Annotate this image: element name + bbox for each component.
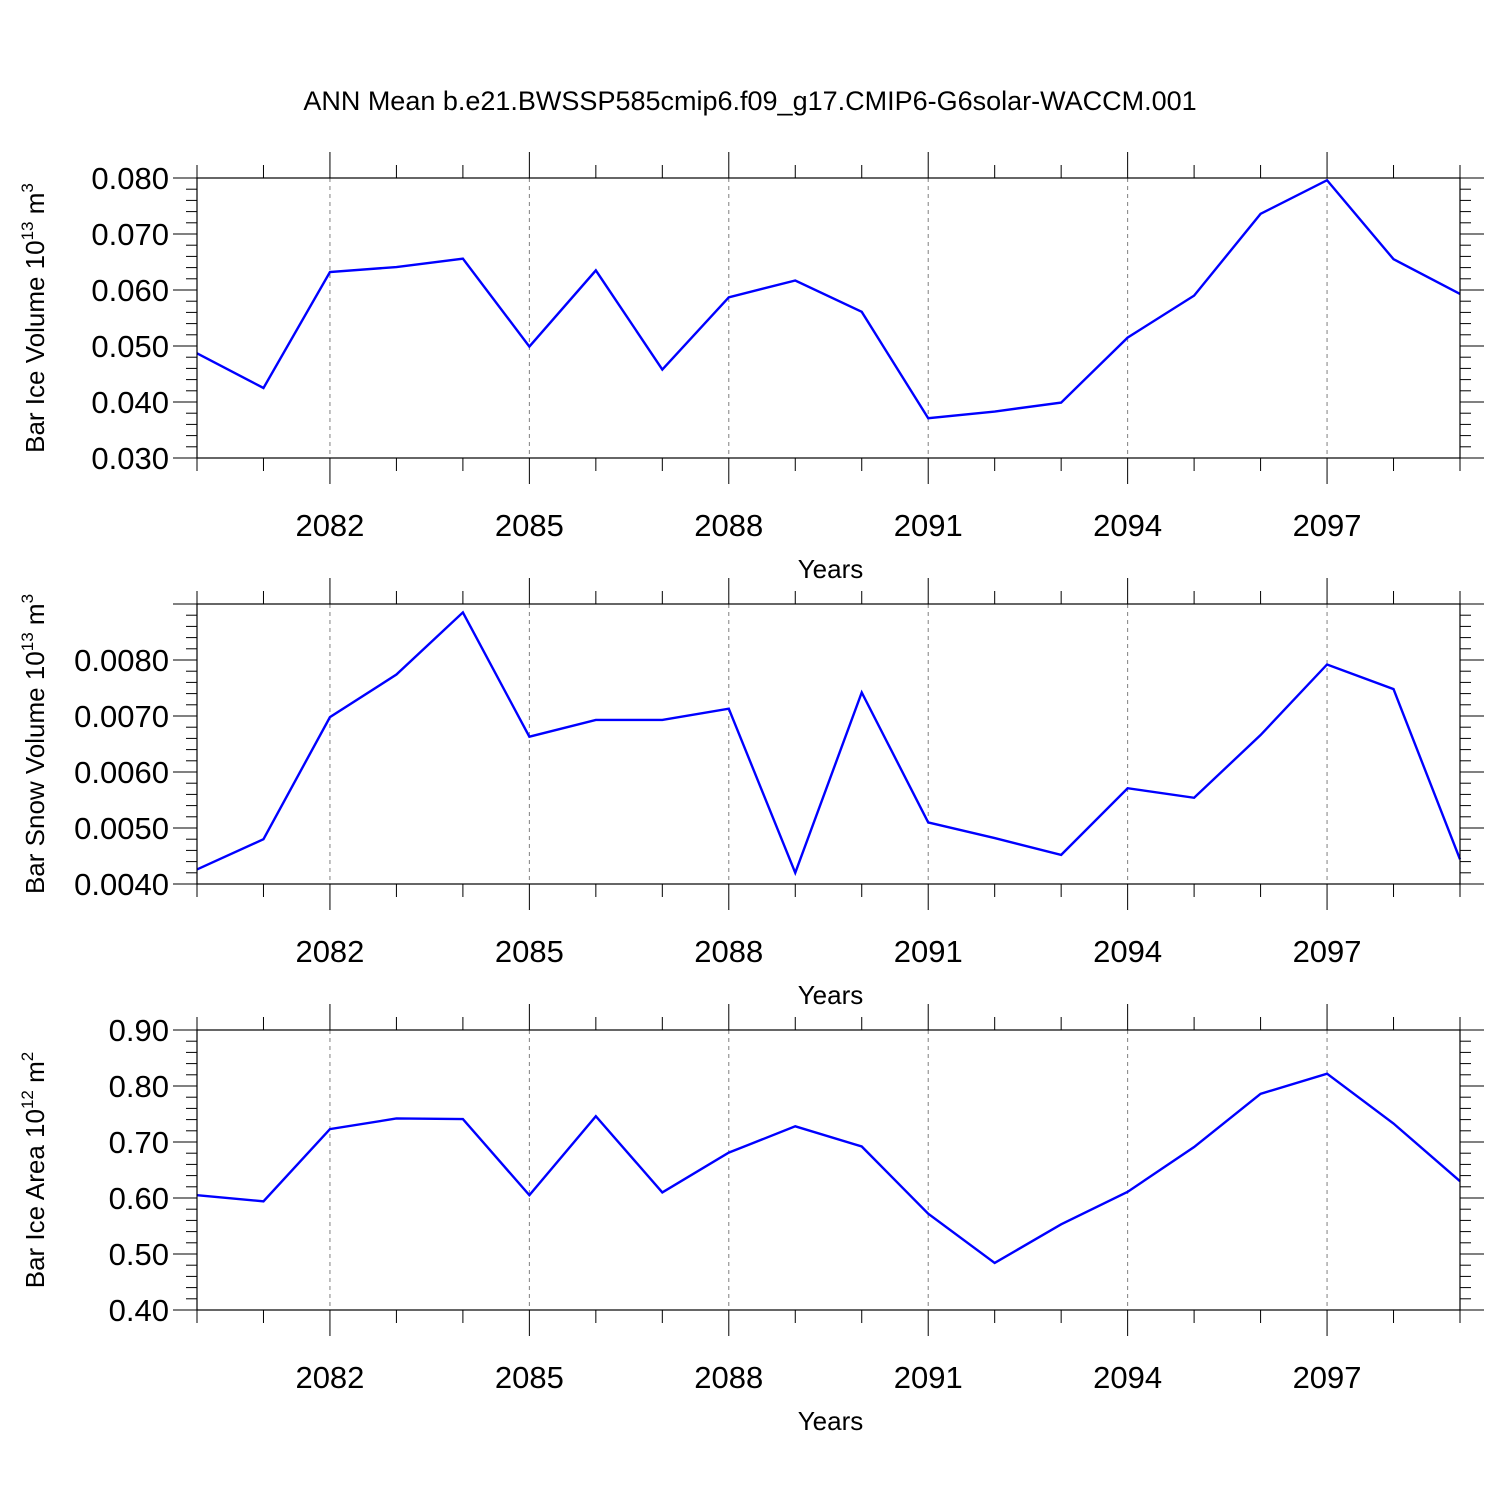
plot-frame xyxy=(197,604,1460,884)
x-tick-label: 2085 xyxy=(495,934,564,969)
plot-frame xyxy=(197,1030,1460,1310)
x-tick-label: 2085 xyxy=(495,1360,564,1395)
x-tick-label: 2094 xyxy=(1093,1360,1162,1395)
panel-2: 0.0040 0.0050 0.0060 0.0070 0.0080 2082 2085 20… xyxy=(18,578,1484,1010)
y-tick-label: 0.40 xyxy=(109,1293,169,1328)
y-axis-label: Bar Ice Volume 1013 m3 xyxy=(18,183,50,453)
y-tick-label: 0.90 xyxy=(109,1013,169,1048)
x-axis-label: Years xyxy=(798,980,864,1010)
series-line xyxy=(197,180,1460,418)
y-tick-label: 0.0040 xyxy=(74,867,169,902)
y-tick-label: 0.080 xyxy=(91,161,169,196)
x-tick-label: 2091 xyxy=(894,1360,963,1395)
x-tick-label: 2082 xyxy=(295,508,364,543)
main-title: ANN Mean b.e21.BWSSP585cmip6.f09_g17.CMI… xyxy=(0,86,1500,117)
x-tick-label: 2091 xyxy=(894,934,963,969)
y-tick-label: 0.030 xyxy=(91,441,169,476)
x-tick-label: 2094 xyxy=(1093,508,1162,543)
x-tick-label: 2097 xyxy=(1293,1360,1362,1395)
y-tick-label: 0.70 xyxy=(109,1125,169,1160)
y-tick-label: 0.070 xyxy=(91,217,169,252)
x-axis-label: Years xyxy=(798,1406,864,1436)
x-tick-label: 2088 xyxy=(694,508,763,543)
x-axis-label: Years xyxy=(798,554,864,584)
y-axis-label: Bar Snow Volume 1013 m3 xyxy=(18,594,50,894)
y-tick-label: 0.60 xyxy=(109,1181,169,1216)
x-tick-label: 2082 xyxy=(295,934,364,969)
series-line xyxy=(197,612,1460,872)
x-tick-label: 2082 xyxy=(295,1360,364,1395)
y-axis-label: Bar Ice Area 1012 m2 xyxy=(18,1052,50,1289)
y-tick-label: 0.060 xyxy=(91,273,169,308)
x-tick-label: 2088 xyxy=(694,1360,763,1395)
y-tick-label: 0.0050 xyxy=(74,811,169,846)
y-tick-label: 0.040 xyxy=(91,385,169,420)
x-tick-label: 2091 xyxy=(894,508,963,543)
panel-3: 0.40 0.50 0.60 0.70 0.80 0.90 2082 2085 2088 2091… xyxy=(18,1004,1484,1436)
x-tick-label: 2094 xyxy=(1093,934,1162,969)
y-tick-label: 0.0060 xyxy=(74,755,169,790)
x-tick-label: 2097 xyxy=(1293,934,1362,969)
panel-1: 0.030 0.040 0.050 0.060 0.070 0.080 2082 2085 20… xyxy=(18,152,1484,584)
series-line xyxy=(197,1074,1460,1263)
x-tick-label: 2097 xyxy=(1293,508,1362,543)
y-tick-label: 0.050 xyxy=(91,329,169,364)
y-tick-label: 0.50 xyxy=(109,1237,169,1272)
x-tick-label: 2085 xyxy=(495,508,564,543)
x-tick-label: 2088 xyxy=(694,934,763,969)
y-tick-label: 0.0070 xyxy=(74,699,169,734)
y-tick-label: 0.0080 xyxy=(74,643,169,678)
y-tick-label: 0.80 xyxy=(109,1069,169,1104)
plot-frame xyxy=(197,178,1460,458)
